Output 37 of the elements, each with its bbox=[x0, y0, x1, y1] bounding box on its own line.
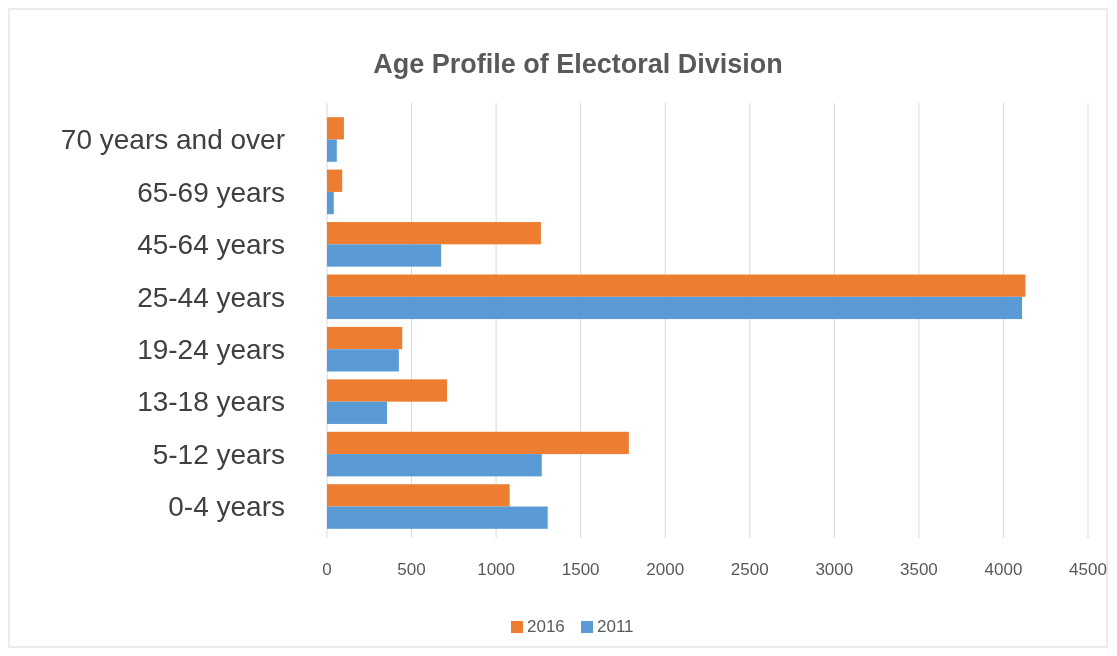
legend-label: 2011 bbox=[597, 617, 634, 636]
y-tick-label: 65-69 years bbox=[137, 176, 285, 208]
bar bbox=[327, 191, 334, 215]
bar bbox=[327, 222, 541, 245]
y-tick-label: 19-24 years bbox=[137, 334, 285, 366]
x-tick-label: 2000 bbox=[646, 560, 685, 579]
bar bbox=[327, 506, 548, 529]
bar bbox=[327, 117, 344, 140]
x-tick-label: 4000 bbox=[984, 560, 1023, 579]
x-tick-label: 2500 bbox=[730, 560, 769, 579]
x-tick-label: 3500 bbox=[899, 560, 938, 579]
bar bbox=[327, 326, 403, 350]
bar bbox=[327, 454, 542, 477]
bar bbox=[327, 169, 343, 192]
y-tick-label: 0-4 years bbox=[168, 491, 285, 523]
y-tick-label: 5-12 years bbox=[152, 438, 285, 470]
bar bbox=[327, 139, 337, 162]
y-tick-label: 25-44 years bbox=[137, 281, 285, 313]
x-tick-label: 0 bbox=[322, 560, 332, 579]
x-tick-label: 500 bbox=[397, 560, 426, 579]
bar bbox=[327, 296, 1023, 320]
bar bbox=[327, 401, 388, 424]
x-tick-label: 1500 bbox=[561, 560, 600, 579]
bar bbox=[327, 349, 399, 372]
bar bbox=[327, 274, 1026, 297]
x-tick-label: 4500 bbox=[1069, 560, 1107, 579]
y-tick-label: 70 years and over bbox=[60, 124, 285, 156]
x-tick-label: 3000 bbox=[815, 560, 854, 579]
bar bbox=[327, 244, 442, 267]
bar bbox=[327, 431, 629, 455]
bar bbox=[327, 379, 448, 402]
legend-label: 2016 bbox=[527, 617, 565, 636]
bar bbox=[327, 484, 510, 507]
x-tick-label: 1000 bbox=[477, 560, 516, 579]
chart-title: Age Profile of Electoral Division bbox=[373, 49, 783, 79]
y-tick-label: 45-64 years bbox=[137, 229, 285, 261]
y-tick-label: 13-18 years bbox=[137, 386, 285, 418]
